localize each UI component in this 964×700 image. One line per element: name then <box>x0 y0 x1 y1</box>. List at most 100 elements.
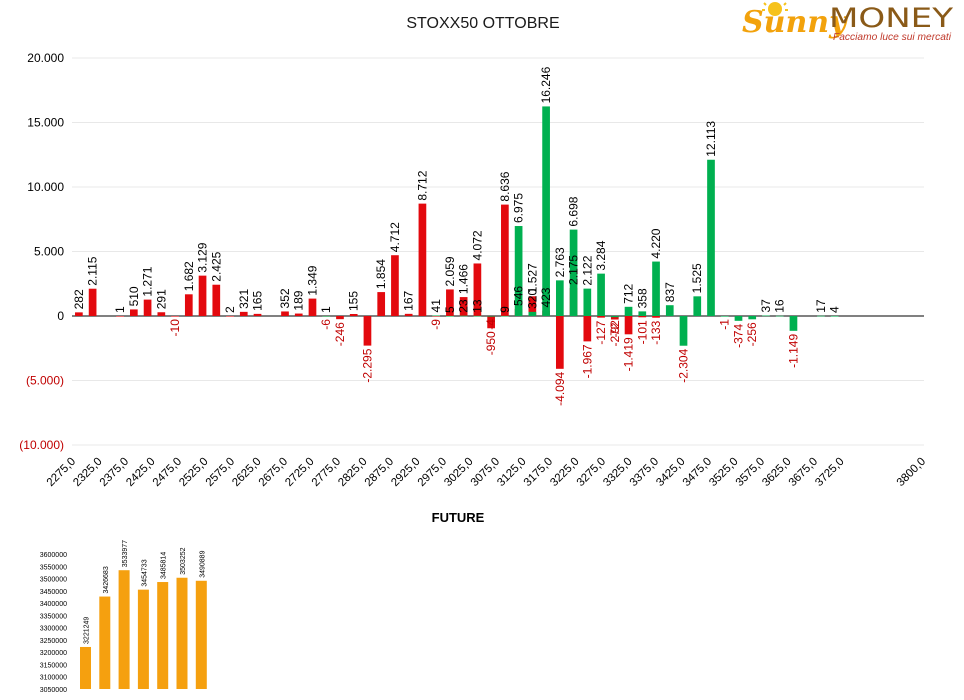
data-label: 282 <box>72 289 86 309</box>
bar <box>446 289 454 316</box>
data-label: 4.712 <box>388 222 402 252</box>
sunny-money-logo: Sunny MONEY Facciamo luce sui mercati <box>742 2 954 43</box>
x-tick-label: 3325,0 <box>601 456 634 489</box>
x-tick-label: 2475,0 <box>151 456 184 489</box>
oi-small-chart: 3050000 3100000 3150000 3200000 3250000 33000… <box>40 540 207 694</box>
y-axis-ticks: 3050000 3100000 3150000 3200000 3250000 33000… <box>40 552 67 694</box>
bar <box>501 315 509 317</box>
data-label: -246 <box>333 322 347 346</box>
bar <box>734 316 743 321</box>
y-tick-label: 3300000 <box>40 626 67 633</box>
bars <box>75 106 839 369</box>
bar <box>226 315 234 317</box>
bar <box>322 315 331 317</box>
data-label: 8.636 <box>498 171 512 201</box>
data-label: 16 <box>773 299 787 313</box>
bar <box>597 316 605 318</box>
data-label: -1.419 <box>622 337 636 371</box>
bar <box>528 296 537 316</box>
bar <box>459 315 468 317</box>
y-tick-label: 3350000 <box>40 613 67 620</box>
data-label: 6.975 <box>512 193 526 223</box>
bar <box>514 226 523 316</box>
data-label: -256 <box>745 322 759 346</box>
x-tick-label: 2275,0 <box>45 456 78 489</box>
y-tick-label: 3600000 <box>40 552 67 559</box>
bar <box>404 313 413 316</box>
bar <box>99 596 111 689</box>
data-label: -2.304 <box>677 348 691 382</box>
data-label: 510 <box>127 286 141 306</box>
data-label: 165 <box>251 291 265 311</box>
data-label: 712 <box>622 283 636 303</box>
data-label: -272 <box>608 322 622 346</box>
x-tick-label: 2825,0 <box>336 456 369 489</box>
bar <box>624 316 633 335</box>
data-label: 352 <box>278 288 292 308</box>
bar <box>80 646 91 689</box>
bar <box>501 204 509 316</box>
bar <box>377 292 386 316</box>
bar <box>555 280 564 316</box>
data-label: 3503252 <box>180 547 187 574</box>
x-tick-label: 2375,0 <box>98 456 131 489</box>
bar <box>638 311 647 316</box>
data-label: 1.682 <box>182 261 196 291</box>
bar <box>597 273 605 316</box>
x-tick-label: 3575,0 <box>734 456 767 489</box>
bar <box>693 296 702 316</box>
data-label: 2.425 <box>209 251 223 281</box>
bar <box>195 580 207 689</box>
y-tick-label: 3150000 <box>40 662 67 669</box>
data-label: -950 <box>484 331 498 355</box>
data-label: 1.349 <box>305 265 319 295</box>
bar <box>748 316 757 320</box>
bar <box>176 577 188 689</box>
bar <box>624 306 633 316</box>
data-label: -4.094 <box>553 371 567 405</box>
data-label: 13 <box>470 299 484 313</box>
data-label: 1 <box>113 306 127 313</box>
x-tick-label: 2425,0 <box>124 456 157 489</box>
bar <box>171 316 179 317</box>
y-tick-label: 3450000 <box>40 589 67 596</box>
y-axis-ticks: (10.000) (5.000) 0 5.000 10.000 15.000 20.000 <box>19 51 64 452</box>
bar <box>336 316 344 320</box>
data-label: 1.527 <box>525 263 539 293</box>
x-tick-label: 2325,0 <box>71 456 104 489</box>
data-label: -10 <box>168 319 182 337</box>
x-tick-label: 2575,0 <box>204 456 237 489</box>
y-tick-label: 3400000 <box>40 601 67 608</box>
x-tick-label: 2975,0 <box>416 456 449 489</box>
data-label: 3.129 <box>196 242 210 272</box>
data-label: 3490889 <box>199 550 206 577</box>
x-tick-label: 3625,0 <box>760 456 793 489</box>
bar <box>487 316 495 329</box>
data-label: -6 <box>319 319 333 330</box>
x-tick-label: 3525,0 <box>707 456 740 489</box>
bar <box>157 582 169 689</box>
bar <box>137 589 149 689</box>
y-tick-label: (5.000) <box>26 374 64 388</box>
x-tick-label: 3675,0 <box>787 456 820 489</box>
data-label: 4.072 <box>470 230 484 260</box>
data-label: 3.284 <box>594 240 608 270</box>
bar <box>583 316 592 342</box>
data-label: -92 <box>608 320 622 338</box>
x-tick-label: 2875,0 <box>363 456 396 489</box>
bar <box>638 316 647 318</box>
x-tick-label: 3475,0 <box>681 456 714 489</box>
bar <box>349 314 358 316</box>
bar <box>665 305 674 316</box>
data-label: 3426683 <box>103 566 110 593</box>
logo-money-text: MONEY <box>829 3 954 34</box>
data-label: 3485814 <box>161 552 168 579</box>
x-tick-label: 3725,0 <box>813 456 846 489</box>
bar <box>432 316 441 317</box>
bar <box>184 294 193 316</box>
y-tick-label: 0 <box>57 309 64 323</box>
data-label: 12.113 <box>704 121 718 157</box>
bar <box>473 263 482 316</box>
y-tick-label: 15.000 <box>27 116 64 130</box>
